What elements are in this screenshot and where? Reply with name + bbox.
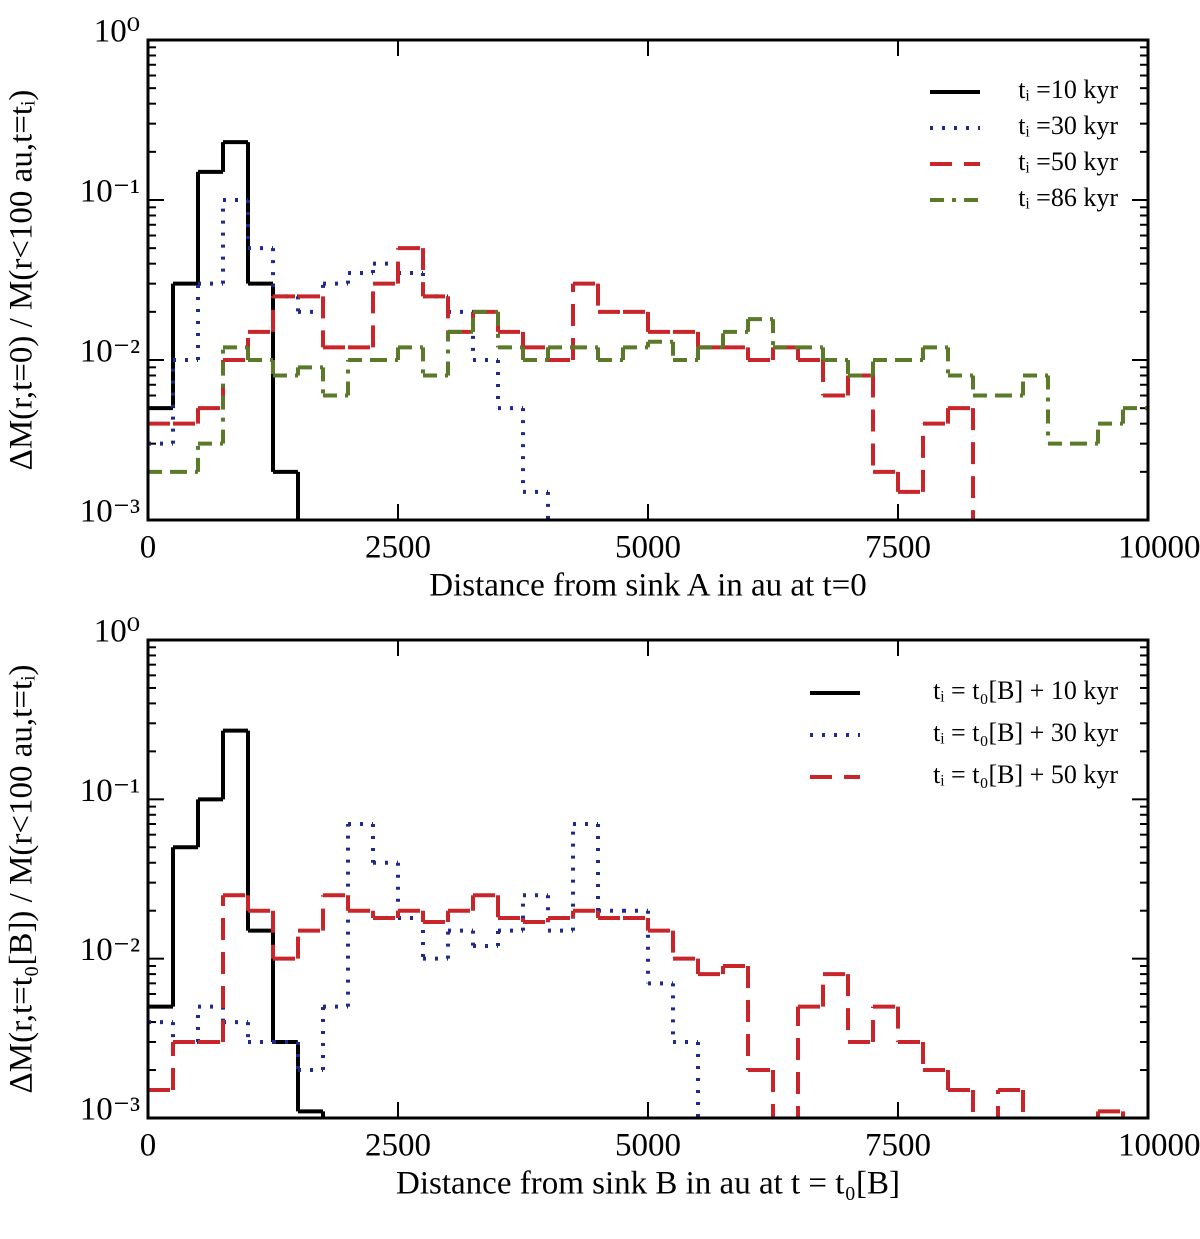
x-tick-label: 0: [140, 530, 157, 566]
step-riser: [196, 248, 975, 520]
plot-frame: [146, 38, 1150, 522]
legend-label: tᵢ =30 kyr: [1018, 111, 1118, 140]
x-tick-label: 10000: [1118, 530, 1200, 566]
y-tick-label: 10⁻²: [80, 334, 140, 370]
plot-area: [148, 728, 1125, 1118]
y-tick-label: 10⁻³: [80, 494, 140, 530]
x-tick-label: 7500: [865, 1128, 931, 1164]
x-tick-label: 2500: [365, 530, 431, 566]
y-tick-label: 10⁰: [94, 614, 140, 650]
x-tick-label: 7500: [865, 530, 931, 566]
legend-label: tᵢ = t₀[B] + 30 kyr: [933, 718, 1118, 747]
y-tick-label: 10⁻²: [80, 932, 140, 968]
y-tick-label: 10⁻³: [80, 1092, 140, 1128]
y-axis-label: ΔM(r,t=0) / M(r<100 au,t=tᵢ): [4, 90, 40, 471]
step-riser: [171, 895, 1125, 1118]
panel: 10⁻³ 10⁻² 10⁻¹ 10⁰ 0 2500 5000 7500 10000 Distanc…: [4, 614, 1200, 1202]
y-tick-label: 10⁻¹: [80, 174, 140, 210]
plot-area: [148, 140, 1148, 520]
step-riser: [171, 730, 325, 1118]
step-riser: [196, 311, 1125, 472]
panel: 10⁻³ 10⁻² 10⁻¹ 10⁰ 0 2500 5000 7500 10000 Distanc…: [4, 14, 1200, 604]
step-riser: [171, 200, 550, 520]
x-tick-label: 2500: [365, 1128, 431, 1164]
x-axis-label: Distance from sink B in au at t = t₀[B]: [396, 1166, 900, 1202]
legend-label: tᵢ = t₀[B] + 10 kyr: [933, 676, 1118, 705]
y-tick-label: 10⁰: [94, 14, 140, 50]
x-tick-label: 0: [140, 1128, 157, 1164]
plot-frame: [146, 638, 1150, 1120]
legend-label: tᵢ =50 kyr: [1018, 147, 1118, 176]
x-axis-label: Distance from sink A in au at t=0: [429, 568, 866, 604]
step-riser: [171, 824, 700, 1118]
x-tick-label: 5000: [615, 1128, 681, 1164]
legend-label: tᵢ = t₀[B] + 50 kyr: [933, 760, 1118, 789]
y-tick-label: 10⁻¹: [80, 773, 140, 809]
x-tick-label: 5000: [615, 530, 681, 566]
y-axis-label: ΔM(r,t=t₀[B]) / M(r<100 au,t=tᵢ): [4, 665, 40, 1094]
legend-label: tᵢ =86 kyr: [1018, 183, 1118, 212]
legend-label: tᵢ =10 kyr: [1018, 75, 1118, 104]
x-tick-label: 10000: [1118, 1128, 1200, 1164]
